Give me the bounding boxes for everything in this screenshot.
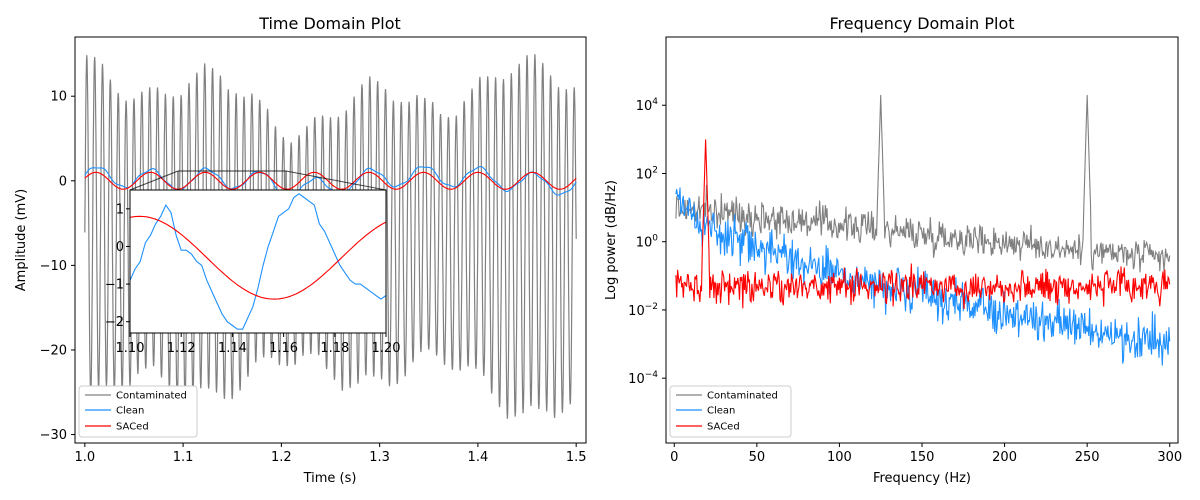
- legend-label-contaminated: Contaminated: [116, 391, 187, 402]
- x-tick-label: 200: [992, 450, 1017, 465]
- time-plot-legend: Contaminated Clean SACed: [78, 385, 198, 438]
- clean-line: [84, 166, 577, 199]
- y-tick-label: 104: [636, 97, 659, 114]
- x-tick-label: 1.3: [369, 450, 390, 465]
- legend-label-contaminated: Contaminated: [707, 391, 778, 402]
- y-tick-label: −20: [40, 343, 67, 358]
- inset-frame: [129, 189, 387, 334]
- inset-ticks: 1.10 1.12 1.14 1.16 1.18 1.20 1 0 −1 −2: [105, 202, 401, 356]
- freq-plot-xlabel: Frequency (Hz): [873, 471, 971, 486]
- inset-indicator-box: [177, 170, 287, 191]
- inset-background: [130, 190, 386, 333]
- inset-connector-left: [129, 170, 179, 191]
- time-plot-ylabel: Amplitude (mV): [14, 189, 29, 291]
- y-tick-label: 10−2: [628, 302, 658, 319]
- saced-spectrum-line: [675, 139, 1171, 310]
- contaminated-spectrum-line: [675, 94, 1171, 273]
- y-tick-label: 0: [59, 174, 67, 189]
- x-tick-label: 1.5: [566, 450, 587, 465]
- legend-label-clean: Clean: [707, 406, 735, 417]
- x-tick-label: 50: [749, 450, 766, 465]
- y-tick-label: −30: [40, 428, 67, 443]
- freq-plot-ylabel: Log power (dB/Hz): [604, 180, 619, 300]
- time-plot-frame: [74, 36, 587, 444]
- x-tick-label: 0: [670, 450, 678, 465]
- y-tick-label: 10: [50, 90, 67, 105]
- freq-plot-title: Frequency Domain Plot: [829, 14, 1014, 33]
- legend-label-saced: SACed: [707, 422, 740, 433]
- legend-label-saced: SACed: [116, 422, 149, 433]
- inset-connector-right: [285, 170, 387, 191]
- x-tick-label: 1.2: [271, 450, 292, 465]
- legend-label-clean: Clean: [116, 406, 144, 417]
- inset-x-tick-label: 1.12: [167, 341, 196, 356]
- inset-y-tick-label: −1: [105, 278, 124, 293]
- inset-y-tick-label: 1: [116, 202, 124, 217]
- x-tick-label: 300: [1157, 450, 1182, 465]
- inset-saced-line: [129, 215, 387, 300]
- inset-x-tick-label: 1.14: [218, 341, 247, 356]
- time-domain-panel: Time Domain Plot 1.0 1.1 1.2 1.3 1.4 1.5100−1…: [14, 14, 587, 486]
- frequency-domain-panel: Frequency Domain Plot 0 50 100 150 200 250 300…: [604, 14, 1182, 486]
- inset-y-tick-label: 0: [116, 240, 124, 255]
- inset-y-tick-label: −2: [105, 315, 124, 330]
- inset-series: [129, 193, 387, 330]
- time-plot-series: [84, 54, 577, 419]
- clean-spectrum-line: [675, 187, 1171, 366]
- legend-box: [669, 385, 792, 438]
- y-tick-label: −10: [40, 259, 67, 274]
- freq-plot-legend: Contaminated Clean SACed: [669, 385, 792, 438]
- saced-line: [84, 171, 577, 190]
- inset-x-tick-label: 1.16: [269, 341, 298, 356]
- time-plot-title: Time Domain Plot: [258, 14, 401, 33]
- x-tick-label: 250: [1075, 450, 1100, 465]
- y-tick-label: 102: [636, 165, 658, 182]
- inset-clean-line: [129, 193, 387, 330]
- inset-x-tick-label: 1.20: [372, 341, 401, 356]
- inset-x-tick-label: 1.18: [320, 341, 349, 356]
- x-tick-label: 1.1: [173, 450, 194, 465]
- x-tick-label: 1.0: [74, 450, 95, 465]
- time-plot-inset: 1.10 1.12 1.14 1.16 1.18 1.20 1 0 −1 −2: [105, 170, 401, 356]
- y-tick-label: 10−4: [628, 370, 658, 387]
- time-plot-xlabel: Time (s): [303, 471, 357, 486]
- freq-plot-series: [675, 94, 1171, 366]
- y-tick-label: 100: [636, 234, 659, 251]
- x-tick-label: 1.4: [468, 450, 489, 465]
- contaminated-line: [84, 54, 577, 419]
- legend-box: [78, 385, 198, 438]
- x-tick-label: 150: [910, 450, 935, 465]
- x-tick-label: 100: [827, 450, 852, 465]
- inset-x-tick-label: 1.10: [116, 341, 145, 356]
